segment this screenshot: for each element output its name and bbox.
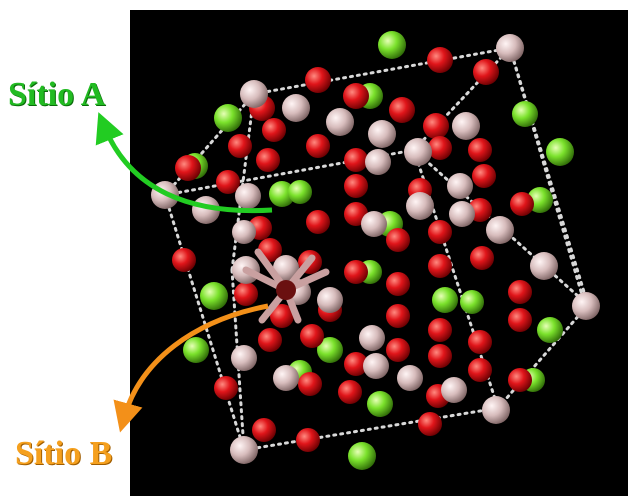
oxygen-atom <box>386 338 410 362</box>
b-site-atom <box>326 108 354 136</box>
b-site-center-atom <box>276 280 296 300</box>
b-site-atom <box>240 80 268 108</box>
oxygen-atom <box>234 282 258 306</box>
b-site-atom <box>397 365 423 391</box>
b-site-atom <box>273 365 299 391</box>
oxygen-atom <box>428 344 452 368</box>
b-site-atom <box>449 201 475 227</box>
oxygen-atom <box>258 328 282 352</box>
oxygen-atom <box>344 148 368 172</box>
b-site-atom <box>530 252 558 280</box>
a-site-atom <box>200 282 228 310</box>
a-site-atom <box>432 287 458 313</box>
oxygen-atom <box>468 330 492 354</box>
oxygen-atom <box>508 280 532 304</box>
b-site-atom <box>361 211 387 237</box>
a-site-atom <box>367 391 393 417</box>
oxygen-atom <box>510 192 534 216</box>
oxygen-atom <box>470 246 494 270</box>
a-site-atom <box>183 337 209 363</box>
b-site-atom <box>232 220 256 244</box>
b-site-atom <box>235 183 261 209</box>
oxygen-atom <box>508 308 532 332</box>
oxygen-atom <box>472 164 496 188</box>
oxygen-atom <box>428 220 452 244</box>
oxygen-atom <box>298 372 322 396</box>
oxygen-atom <box>338 380 362 404</box>
oxygen-atom <box>386 272 410 296</box>
oxygen-atom <box>468 358 492 382</box>
oxygen-atom <box>428 318 452 342</box>
site-b-label: Sítio B <box>15 437 112 471</box>
oxygen-atom <box>386 304 410 328</box>
a-site-atom <box>348 442 376 470</box>
oxygen-atom <box>262 118 286 142</box>
oxygen-atom <box>473 59 499 85</box>
oxygen-atom <box>306 210 330 234</box>
oxygen-atom <box>418 412 442 436</box>
oxygen-atom <box>228 134 252 158</box>
a-site-atom <box>378 31 406 59</box>
oxygen-atom <box>305 67 331 93</box>
site-a-label: Sítio A <box>8 78 105 112</box>
b-site-atom <box>406 192 434 220</box>
a-site-atom <box>537 317 563 343</box>
b-site-atom <box>365 149 391 175</box>
oxygen-atom <box>344 260 368 284</box>
oxygen-atom <box>386 228 410 252</box>
b-site-atom <box>452 112 480 140</box>
structure-background <box>130 10 628 496</box>
oxygen-atom <box>172 248 196 272</box>
oxygen-atom <box>427 47 453 73</box>
b-site-atom <box>572 292 600 320</box>
oxygen-atom <box>389 97 415 123</box>
b-site-atom <box>404 138 432 166</box>
oxygen-atom <box>344 174 368 198</box>
a-site-atom <box>288 180 312 204</box>
b-site-atom <box>317 287 343 313</box>
a-site-atom <box>512 101 538 127</box>
oxygen-atom <box>343 83 369 109</box>
oxygen-atom <box>428 136 452 160</box>
a-site-atom <box>214 104 242 132</box>
oxygen-atom <box>468 138 492 162</box>
oxygen-atom <box>306 134 330 158</box>
oxygen-atom <box>423 113 449 139</box>
oxygen-atom <box>300 324 324 348</box>
oxygen-atom <box>508 368 532 392</box>
b-site-atom <box>496 34 524 62</box>
oxygen-atom <box>256 148 280 172</box>
a-site-atom <box>460 290 484 314</box>
b-site-atom <box>231 345 257 371</box>
b-site-atom <box>359 325 385 351</box>
b-site-atom <box>482 396 510 424</box>
b-site-atom <box>441 377 467 403</box>
oxygen-atom <box>296 428 320 452</box>
oxygen-atom <box>214 376 238 400</box>
b-site-atom <box>363 353 389 379</box>
b-site-atom <box>282 94 310 122</box>
b-site-atom <box>230 436 258 464</box>
oxygen-atom <box>175 155 201 181</box>
b-site-atom <box>368 120 396 148</box>
oxygen-atom <box>428 254 452 278</box>
oxygen-atom <box>252 418 276 442</box>
b-site-atom <box>486 216 514 244</box>
a-site-atom <box>546 138 574 166</box>
b-site-atom <box>447 173 473 199</box>
